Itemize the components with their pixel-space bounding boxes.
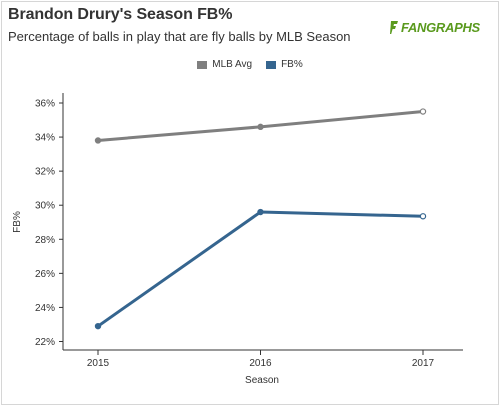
chart-subtitle: Percentage of balls in play that are fly… bbox=[8, 29, 351, 44]
x-tick-label: 2015 bbox=[87, 358, 110, 369]
data-point-fb[interactable] bbox=[257, 208, 264, 216]
y-tick-label: 28% bbox=[35, 235, 55, 246]
y-tick-label: 24% bbox=[35, 303, 55, 314]
chart-legend: MLB Avg FB% bbox=[0, 59, 500, 70]
data-point-mlb-avg[interactable] bbox=[94, 137, 102, 144]
data-point-mlb-avg[interactable] bbox=[257, 123, 264, 131]
y-axis-title: FB% bbox=[12, 211, 23, 233]
legend-label-fb-pct: FB% bbox=[281, 59, 303, 70]
x-tick-label: 2017 bbox=[412, 358, 435, 369]
series-layer bbox=[94, 108, 427, 330]
fangraphs-logo-text: FANGRAPHS bbox=[401, 20, 480, 35]
y-tick-label: 36% bbox=[35, 99, 55, 110]
y-tick-label: 30% bbox=[35, 201, 55, 212]
x-tick-label: 2016 bbox=[249, 358, 272, 369]
x-axis-title: Season bbox=[245, 375, 279, 386]
data-point-fb[interactable] bbox=[94, 322, 102, 330]
legend-swatch-mlb-avg bbox=[197, 60, 208, 69]
data-point-mlb-avg[interactable] bbox=[419, 108, 427, 115]
legend-item-fb-pct[interactable]: FB% bbox=[266, 59, 303, 70]
legend-label-mlb-avg: MLB Avg bbox=[212, 59, 253, 70]
y-tick-label: 26% bbox=[35, 269, 55, 280]
y-tick-label: 34% bbox=[35, 133, 55, 144]
x-ticks: 2015 2016 2017 bbox=[87, 350, 435, 369]
y-tick-label: 32% bbox=[35, 167, 55, 178]
y-tick-label: 22% bbox=[35, 337, 55, 348]
y-ticks: 22% 24% 26% 28% 30% 32% 34% 36% bbox=[35, 99, 63, 348]
axes bbox=[62, 93, 463, 351]
fangraphs-logo: FANGRAPHS bbox=[390, 20, 480, 35]
legend-item-mlb-avg[interactable]: MLB Avg bbox=[197, 59, 252, 70]
data-point-fb[interactable] bbox=[419, 213, 427, 220]
chart-title: Brandon Drury's Season FB% bbox=[8, 6, 233, 23]
series-line-fb bbox=[96, 210, 425, 328]
legend-swatch-fb-pct bbox=[266, 60, 277, 69]
fangraphs-logo-icon bbox=[390, 21, 398, 34]
